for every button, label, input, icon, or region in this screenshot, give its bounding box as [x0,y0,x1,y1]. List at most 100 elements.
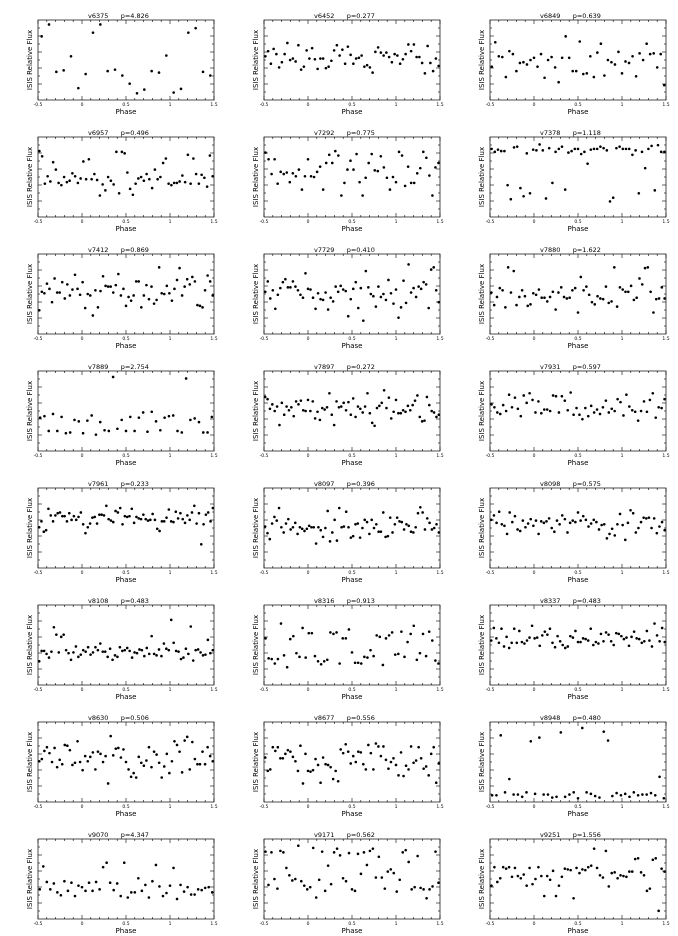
x-tick-label: 0.5 [574,219,581,225]
data-point [510,406,514,409]
data-point [157,266,161,269]
data-point [512,269,516,273]
data-point [431,194,434,197]
data-point [304,409,307,413]
data-point [305,527,309,531]
data-point [154,420,158,423]
data-point [78,760,82,764]
data-point [337,506,341,510]
data-point [45,652,48,656]
data-point [155,298,158,302]
data-point [144,883,147,887]
data-point [328,540,332,543]
x-tick-label: 1.5 [436,570,443,576]
data-point [296,769,300,773]
data-point [274,307,277,311]
data-point [660,867,663,870]
data-point [531,882,534,886]
data-point [616,397,619,401]
data-point [351,397,355,400]
data-point [111,375,115,379]
data-point [282,172,286,176]
data-point [109,285,112,288]
data-point [655,531,659,535]
data-point [539,52,543,56]
data-point [279,849,282,853]
data-point [525,63,529,66]
data-point [639,520,643,524]
data-point [434,166,437,169]
data-point [314,542,318,545]
x-axis-label: Phase [116,927,137,935]
data-point [638,277,641,280]
data-point [299,399,303,402]
data-point [127,295,130,299]
data-point [402,279,405,282]
y-axis-label: ISIS Relative Flux [26,615,34,675]
plot-frame [263,253,441,335]
x-axis-label: Phase [568,810,589,818]
data-point [607,885,611,888]
data-point [492,514,496,517]
data-point [503,524,506,528]
data-point [377,855,381,859]
y-axis-label: ISIS Relative Flux [478,147,486,207]
data-point [417,745,420,749]
data-point [528,636,531,639]
data-point [628,870,631,873]
data-point [361,526,364,530]
data-point [634,531,638,534]
data-point [129,299,133,302]
data-point [197,420,201,424]
data-point [415,658,419,662]
data-point [642,874,646,877]
lightcurve-panel-v7412: v7412 p=0.869 -0.5 0 0.5 1 1.5 Phase ISIS Relati… [0,234,226,351]
data-point [121,649,124,653]
data-point [319,57,322,60]
data-point [49,888,52,891]
lightcurve-panel-v8098: v8098 p=0.575 -0.5 0 0.5 1 1.5 Phase ISIS Relati… [452,468,678,585]
data-point [150,410,154,414]
data-point [47,507,50,511]
data-point [299,68,303,71]
data-point [167,182,170,185]
data-point [305,49,308,52]
data-point [196,888,200,891]
data-point [365,520,369,524]
data-point [586,414,590,418]
data-point [397,316,400,319]
data-point [264,55,267,58]
data-point [332,851,336,854]
x-tick-label: -0.5 [486,219,495,225]
data-point [42,649,46,653]
data-point [78,293,82,297]
data-point [381,663,385,667]
y-axis-label: ISIS Relative Flux [252,615,260,675]
data-point [379,754,383,758]
data-point [206,638,210,642]
data-point [115,150,118,154]
data-point [560,56,564,60]
data-point [45,880,49,884]
data-point [621,288,624,291]
x-tick-label: 1 [169,102,172,108]
x-tick-label: 1.5 [662,921,669,927]
data-point [335,400,338,403]
data-point [176,429,179,433]
data-point [133,651,136,654]
data-point [276,887,279,890]
data-point [288,874,291,877]
data-point [643,640,646,643]
data-point [276,745,280,749]
data-point [419,886,422,890]
data-point [579,519,582,522]
data-point [489,639,493,642]
x-tick-label: 0.5 [348,219,355,225]
data-point [174,510,178,514]
data-point [602,146,605,150]
data-point [98,888,101,891]
